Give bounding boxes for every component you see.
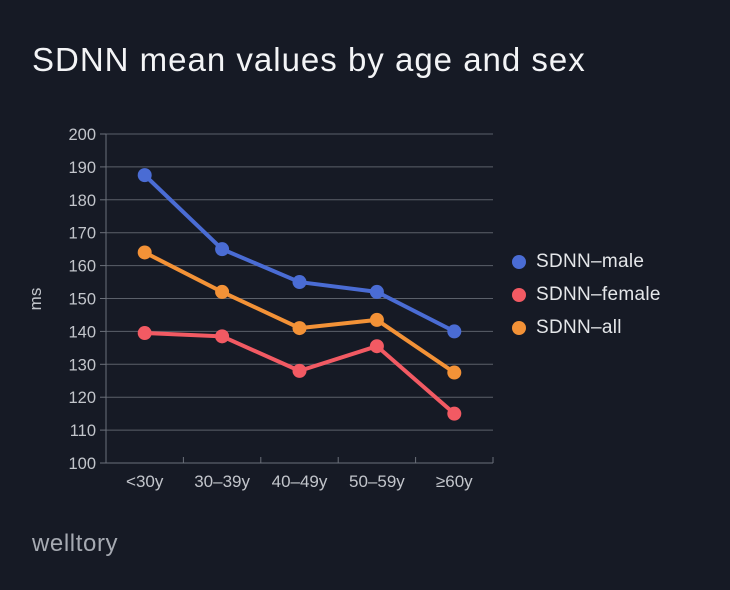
welltory-logo: welltory <box>32 530 119 557</box>
data-point-sdnn-all <box>447 365 462 380</box>
data-point-sdnn-female <box>369 339 384 354</box>
data-point-sdnn-all <box>369 312 384 327</box>
y-tick-label: 180 <box>68 192 96 210</box>
data-point-sdnn-female <box>292 363 307 378</box>
x-tick-label: ≥60y <box>436 472 473 491</box>
y-tick-label: 170 <box>68 225 96 243</box>
y-tick-label: 110 <box>70 422 96 440</box>
y-tick-label: 140 <box>68 323 96 341</box>
y-tick-label: 190 <box>68 159 96 177</box>
legend-item: SDNN–female <box>512 284 661 306</box>
legend-label: SDNN–female <box>536 284 661 305</box>
data-point-sdnn-male <box>292 275 307 290</box>
data-point-sdnn-male <box>369 284 384 299</box>
x-tick-label: <30y <box>126 472 164 491</box>
legend-item: SDNN–all <box>512 317 661 339</box>
data-point-sdnn-male <box>215 242 230 257</box>
x-tick-label: 40–49y <box>272 472 328 491</box>
legend: SDNN–male SDNN–female SDNN–all <box>512 251 661 339</box>
x-tick-label: 30–39y <box>194 472 250 491</box>
x-tick-label: 50–59y <box>349 472 405 491</box>
series-line-sdnn-male <box>142 173 457 334</box>
data-point-sdnn-female <box>137 326 152 341</box>
chart-title: SDNN mean values by age and sex <box>32 41 586 78</box>
data-point-sdnn-all <box>292 321 307 336</box>
legend-label: SDNN–male <box>536 251 645 272</box>
legend-label: SDNN–all <box>536 317 622 338</box>
data-point-sdnn-all <box>215 284 230 299</box>
data-point-sdnn-female <box>447 406 462 421</box>
data-point-sdnn-all <box>137 245 152 260</box>
y-axis-title: ms <box>26 288 45 311</box>
y-tick-label: 130 <box>68 356 96 374</box>
y-tick-label: 120 <box>68 389 96 407</box>
y-tick-label: 100 <box>68 455 96 473</box>
legend-item: SDNN–male <box>512 251 661 273</box>
legend-dot-icon <box>512 288 526 302</box>
legend-dot-icon <box>512 321 526 335</box>
data-point-sdnn-male <box>137 168 152 183</box>
data-point-sdnn-female <box>215 329 230 344</box>
legend-dot-icon <box>512 255 526 269</box>
y-tick-label: 200 <box>68 126 96 144</box>
data-point-sdnn-male <box>447 324 462 339</box>
y-tick-label: 160 <box>68 258 96 276</box>
y-tick-label: 150 <box>68 291 96 309</box>
series-line-sdnn-all <box>142 250 457 375</box>
